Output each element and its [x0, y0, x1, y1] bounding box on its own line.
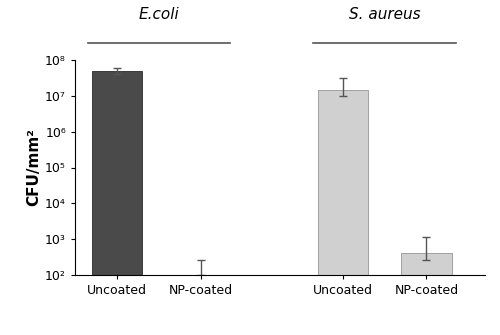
Text: E.coli: E.coli: [138, 7, 179, 22]
Text: S. aureus: S. aureus: [349, 7, 420, 22]
Bar: [92, 71, 142, 335]
Y-axis label: CFU/mm²: CFU/mm²: [26, 129, 41, 206]
Bar: [402, 253, 452, 335]
Bar: [318, 90, 368, 335]
